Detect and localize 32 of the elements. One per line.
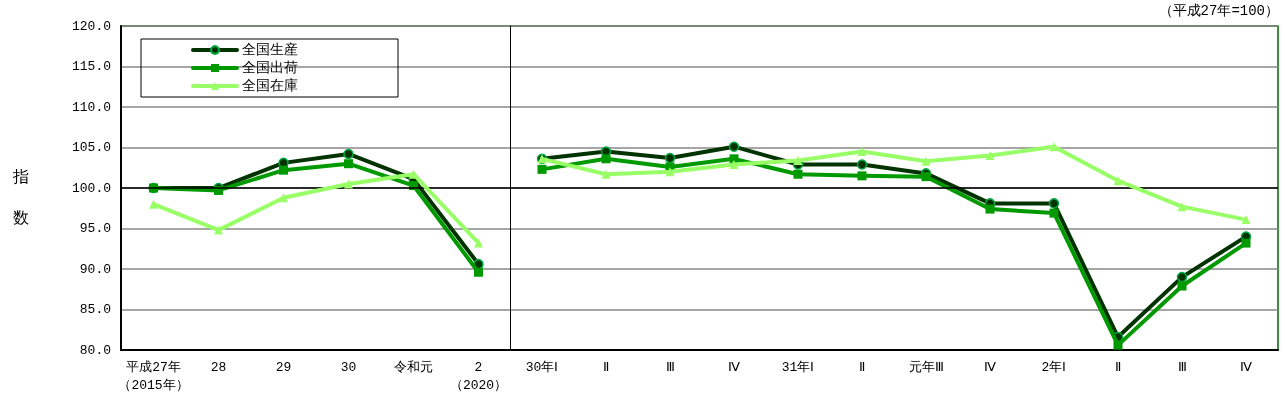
x-tick-label: Ⅳ bbox=[728, 359, 740, 375]
y-tick-label: 115.0 bbox=[71, 59, 111, 74]
legend-label: 全国在庫 bbox=[242, 78, 298, 94]
y-tick-label: 85.0 bbox=[79, 302, 111, 317]
y-tick-label: 100.0 bbox=[71, 180, 111, 196]
y-axis-title: 指数 bbox=[10, 155, 30, 239]
x-tick-label: 平成27年（2015年） bbox=[118, 359, 189, 393]
legend-label: 全国生産 bbox=[242, 42, 298, 58]
x-tick-label: 元年Ⅲ bbox=[908, 359, 944, 375]
x-tick-label: 28 bbox=[210, 359, 227, 375]
x-tick-label: 2年Ⅰ bbox=[1041, 359, 1067, 375]
x-tick-label: 30年Ⅰ bbox=[525, 359, 559, 375]
x-tick-label: 30 bbox=[340, 359, 357, 375]
y-tick-label: 95.0 bbox=[79, 221, 111, 236]
text: （平成27年=100） bbox=[1158, 3, 1280, 19]
x-tick-label: Ⅲ bbox=[665, 359, 675, 375]
x-tick-label: Ⅳ bbox=[984, 359, 996, 375]
x-tick-label: Ⅲ bbox=[1177, 359, 1187, 375]
y-tick-label: 80.0 bbox=[79, 342, 111, 358]
x-tick-label: 29 bbox=[275, 359, 292, 375]
x-tick-label: 2（2020） bbox=[449, 359, 508, 393]
y-tick-label: 110.0 bbox=[71, 99, 111, 115]
legend-label: 全国出荷 bbox=[242, 60, 298, 76]
x-tick-label: Ⅱ bbox=[1115, 359, 1121, 375]
x-tick-label: Ⅱ bbox=[859, 359, 865, 375]
y-tick-label: 120.0 bbox=[71, 18, 111, 34]
x-tick-label: Ⅳ bbox=[1240, 359, 1252, 375]
x-tick-label: Ⅱ bbox=[603, 359, 609, 375]
x-tick-label: 31年Ⅰ bbox=[781, 359, 815, 375]
y-tick-label: 105.0 bbox=[71, 140, 111, 155]
x-tick-label: 令和元 bbox=[394, 359, 433, 375]
y-tick-label: 90.0 bbox=[79, 261, 111, 277]
